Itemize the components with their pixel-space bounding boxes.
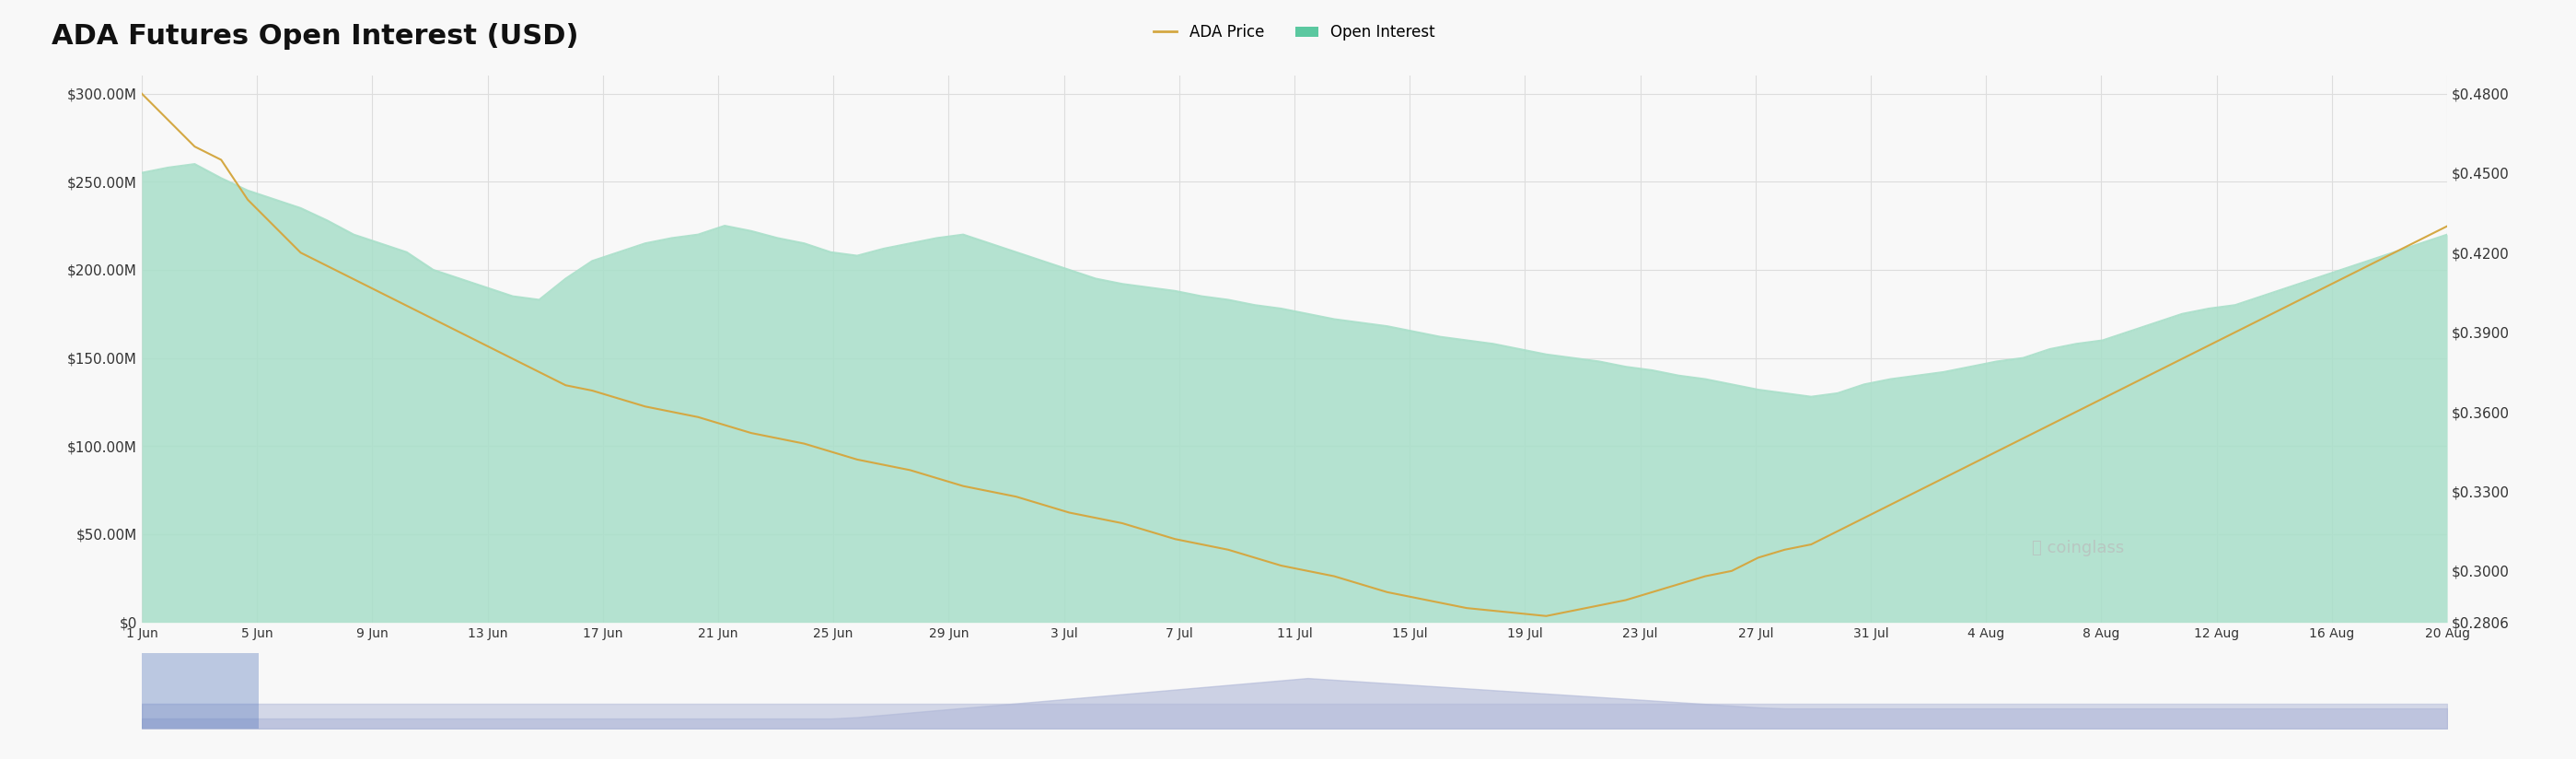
Text: ADA Futures Open Interest (USD): ADA Futures Open Interest (USD) (52, 23, 580, 49)
Text: 🐘 coinglass: 🐘 coinglass (2032, 540, 2125, 557)
Bar (142, 653, 258, 729)
Legend: ADA Price, Open Interest: ADA Price, Open Interest (1149, 18, 1440, 47)
